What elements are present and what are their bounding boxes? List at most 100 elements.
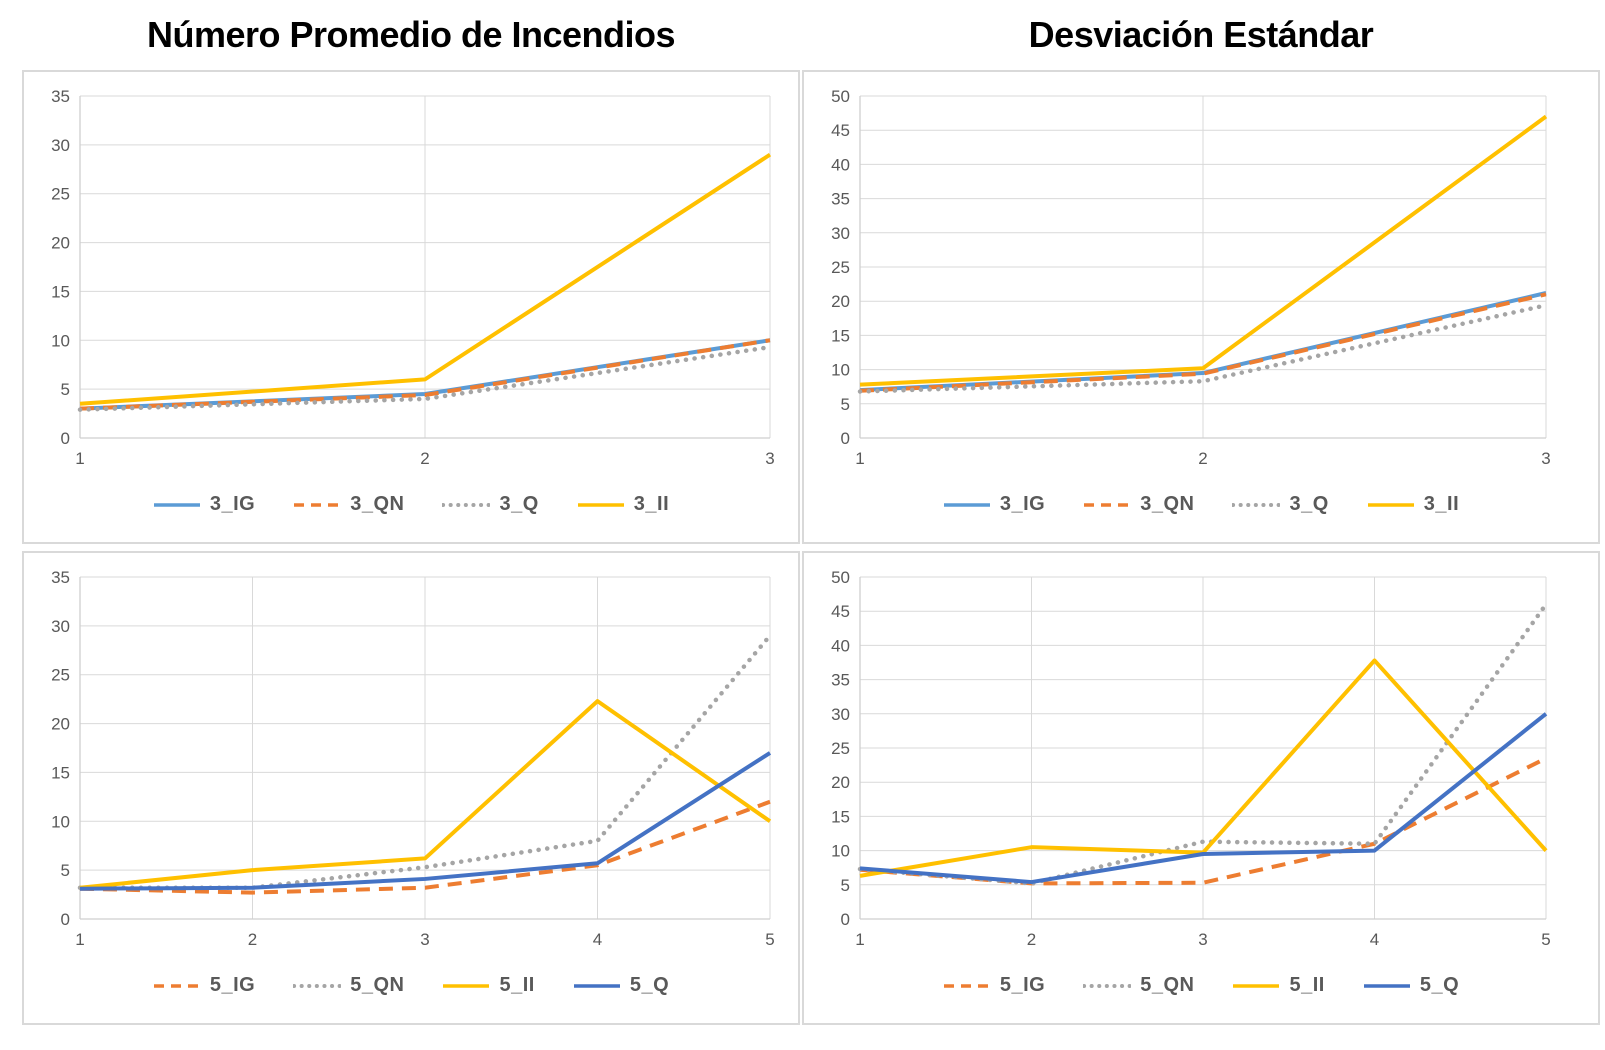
legend-item-5_IG: 5_IG (153, 974, 255, 997)
x-tick-label: 3 (765, 449, 774, 468)
legend-std-3: 3_IG 3_QN 3_Q 3_II (804, 493, 1598, 516)
axis-tick-labels: 0 5 10 15 20 25 30 35 40 45 50 1 2 3 (831, 87, 1551, 468)
y-tick-label: 0 (841, 910, 850, 929)
legend-item-5_QN: 5_QN (293, 974, 404, 997)
chart-panel-avg-3: 0 5 10 15 20 25 30 35 1 2 3 3_IG 3_QN 3_Q 3_II (22, 70, 800, 544)
x-tick-label: 2 (1027, 930, 1036, 949)
y-tick-label: 15 (831, 326, 850, 345)
legend-label: 5_IG (209, 974, 256, 996)
series-line-3_II (79, 152, 772, 406)
chart-panel-std-3: 0 5 10 15 20 25 30 35 40 45 50 1 2 3 3_IG 3_QN 3_Q 3_II (802, 70, 1600, 544)
legend-line-sample-dotted (1083, 983, 1132, 988)
axis-tick-labels: 0 5 10 15 20 25 30 35 1 2 3 4 5 (51, 568, 775, 949)
series-line-3_QN (79, 338, 771, 411)
y-tick-label: 15 (51, 763, 70, 782)
y-tick-label: 20 (831, 773, 850, 792)
y-tick-label: 40 (831, 636, 850, 655)
series-line-3_II (859, 114, 1548, 387)
y-tick-label: 30 (51, 617, 70, 636)
y-tick-label: 35 (831, 190, 850, 209)
series-line-5_II (79, 699, 772, 890)
legend-label: 3_IG (209, 493, 256, 515)
y-tick-label: 0 (841, 429, 850, 448)
y-tick-label: 50 (831, 87, 850, 106)
x-tick-label: 1 (75, 449, 84, 468)
line-chart-avg-5: 0 5 10 15 20 25 30 35 1 2 3 4 5 (51, 568, 775, 949)
x-tick-label: 2 (248, 930, 257, 949)
y-tick-label: 10 (51, 331, 70, 350)
y-tick-label: 30 (51, 136, 70, 155)
legend-label: 5_Q (629, 974, 670, 996)
y-tick-label: 10 (51, 812, 70, 831)
series-line-5_IG (859, 756, 1547, 886)
legend-label: 3_QN (350, 493, 405, 515)
y-tick-label: 25 (831, 739, 850, 758)
series-line-5_Q (859, 712, 1548, 885)
legend-label: 5_IG (999, 974, 1046, 996)
right-column-title: Desviación Estándar (1028, 14, 1374, 55)
legend-line-sample-solid (943, 502, 990, 507)
legend-line-sample-solid (577, 502, 624, 507)
y-tick-label: 20 (51, 234, 70, 253)
x-tick-label: 1 (75, 930, 84, 949)
legend-line-sample-solid (443, 983, 490, 988)
y-tick-label: 35 (51, 568, 70, 587)
x-tick-label: 5 (1541, 930, 1550, 949)
y-tick-label: 25 (51, 666, 70, 685)
axis-tick-labels: 0 5 10 15 20 25 30 35 1 2 3 (51, 87, 775, 468)
legend-label: 3_Q (1289, 493, 1329, 515)
legend-label: 5_II (1289, 974, 1325, 996)
legend-item-3_QN: 3_QN (293, 493, 404, 516)
series-line-5_IG (79, 799, 771, 895)
legend-item-5_IG: 5_IG (943, 974, 1045, 997)
y-tick-label: 0 (61, 910, 70, 929)
legend-label: 5_QN (350, 974, 405, 996)
y-tick-label: 50 (831, 568, 850, 587)
gridlines (79, 95, 771, 439)
legend-line-sample-dashed (1084, 502, 1131, 507)
y-tick-label: 5 (841, 395, 850, 414)
y-tick-label: 35 (831, 671, 850, 690)
legend-item-3_II: 3_II (577, 493, 669, 516)
gridlines (859, 576, 1547, 920)
legend-line-sample-dotted (1232, 502, 1281, 507)
legend-item-3_Q: 3_Q (1232, 493, 1328, 516)
chart-panel-avg-5: 0 5 10 15 20 25 30 35 1 2 3 4 5 5_IG 5_QN 5_II 5_Q (22, 551, 800, 1025)
x-tick-label: 3 (420, 930, 429, 949)
legend-line-sample-dashed (153, 983, 200, 988)
y-tick-label: 30 (831, 705, 850, 724)
legend-label: 5_QN (1140, 974, 1195, 996)
series-line-3_QN (859, 292, 1547, 393)
y-tick-label: 5 (61, 861, 70, 880)
y-tick-label: 45 (831, 602, 850, 621)
legend-item-5_Q: 5_Q (573, 974, 669, 997)
legend-line-sample-dashed (294, 502, 341, 507)
legend-item-3_II: 3_II (1367, 493, 1459, 516)
legend-label: 5_II (499, 974, 535, 996)
x-tick-label: 2 (420, 449, 429, 468)
legend-avg-3: 3_IG 3_QN 3_Q 3_II (24, 493, 798, 516)
legend-item-5_II: 5_II (442, 974, 534, 997)
legend-line-sample-solid (573, 983, 620, 988)
chart-panel-std-5: 0 5 10 15 20 25 30 35 40 45 50 1 2 3 4 5 5_IG 5_QN 5_II 5_… (802, 551, 1600, 1025)
legend-line-sample-solid (153, 502, 200, 507)
legend-item-5_QN: 5_QN (1083, 974, 1194, 997)
y-tick-label: 25 (831, 258, 850, 277)
y-tick-label: 45 (831, 121, 850, 140)
legend-line-sample-dotted (293, 983, 342, 988)
left-column-title: Número Promedio de Incendios (146, 14, 676, 55)
legend-label: 3_II (1423, 493, 1460, 515)
charts-grid: 0 5 10 15 20 25 30 35 1 2 3 3_IG 3_QN 3_Q 3_II 0 5 10 15… (0, 70, 1605, 1025)
legend-item-3_IG: 3_IG (153, 493, 255, 516)
x-tick-label: 4 (1370, 930, 1379, 949)
legend-line-sample-dashed (943, 983, 990, 988)
x-tick-label: 2 (1198, 449, 1207, 468)
x-tick-label: 1 (855, 449, 864, 468)
y-tick-label: 5 (61, 380, 70, 399)
y-tick-label: 30 (831, 224, 850, 243)
x-tick-label: 3 (1541, 449, 1550, 468)
y-tick-label: 10 (831, 361, 850, 380)
y-tick-label: 15 (51, 282, 70, 301)
y-tick-label: 5 (841, 876, 850, 895)
